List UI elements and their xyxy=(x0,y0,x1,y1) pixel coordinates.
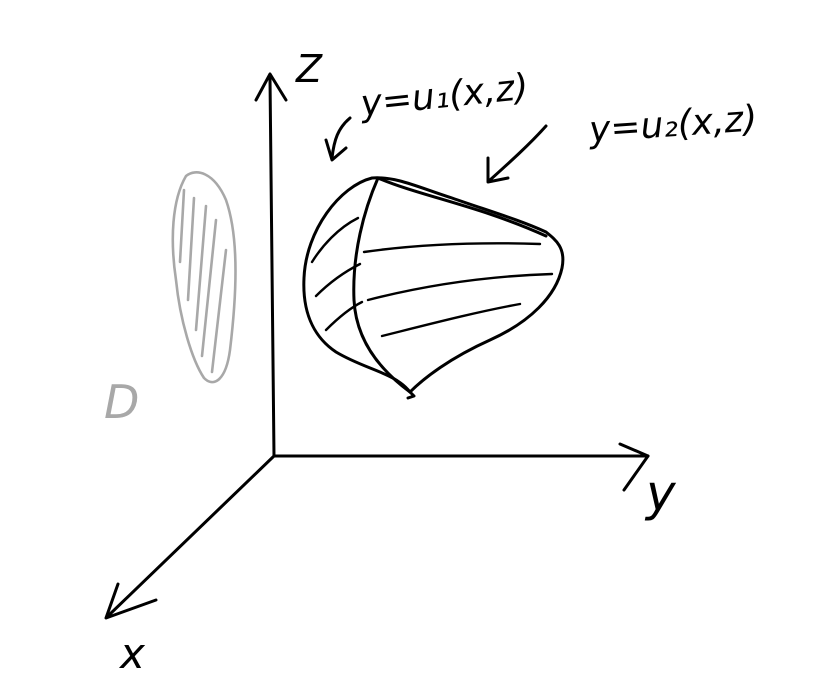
upper-surface-label: y=u₂(x,z) xyxy=(587,98,759,151)
solid-body xyxy=(302,176,565,400)
x-axis xyxy=(106,454,276,618)
lower-surface-arrow xyxy=(330,116,352,160)
lower-surface-label: y=u₁(x,z) xyxy=(358,67,531,125)
region-d-hatch xyxy=(178,188,228,374)
lower-surface-arrowhead xyxy=(324,138,348,162)
y-axis-arrowhead xyxy=(618,442,650,492)
projection-region-d xyxy=(171,171,237,384)
z-axis-label: Z xyxy=(295,47,323,91)
solid-top-edge xyxy=(376,176,548,238)
upper-surface-contours xyxy=(362,242,554,338)
lower-surface-contours xyxy=(310,216,364,332)
x-axis-label: x xyxy=(118,629,146,678)
region-d-outline xyxy=(171,171,237,384)
upper-surface-arrowhead xyxy=(486,156,510,184)
z-axis-arrowhead xyxy=(254,72,288,102)
axes xyxy=(104,72,650,620)
x-axis-arrowhead xyxy=(104,582,158,620)
solid-bottom-tip xyxy=(402,384,416,400)
y-axis-label: y xyxy=(644,464,677,522)
region-d-label: D xyxy=(104,375,139,429)
upper-surface-arrow xyxy=(488,124,548,182)
solid-outer-outline xyxy=(302,176,565,394)
solid-front-seam xyxy=(352,176,412,394)
z-axis xyxy=(268,76,276,458)
